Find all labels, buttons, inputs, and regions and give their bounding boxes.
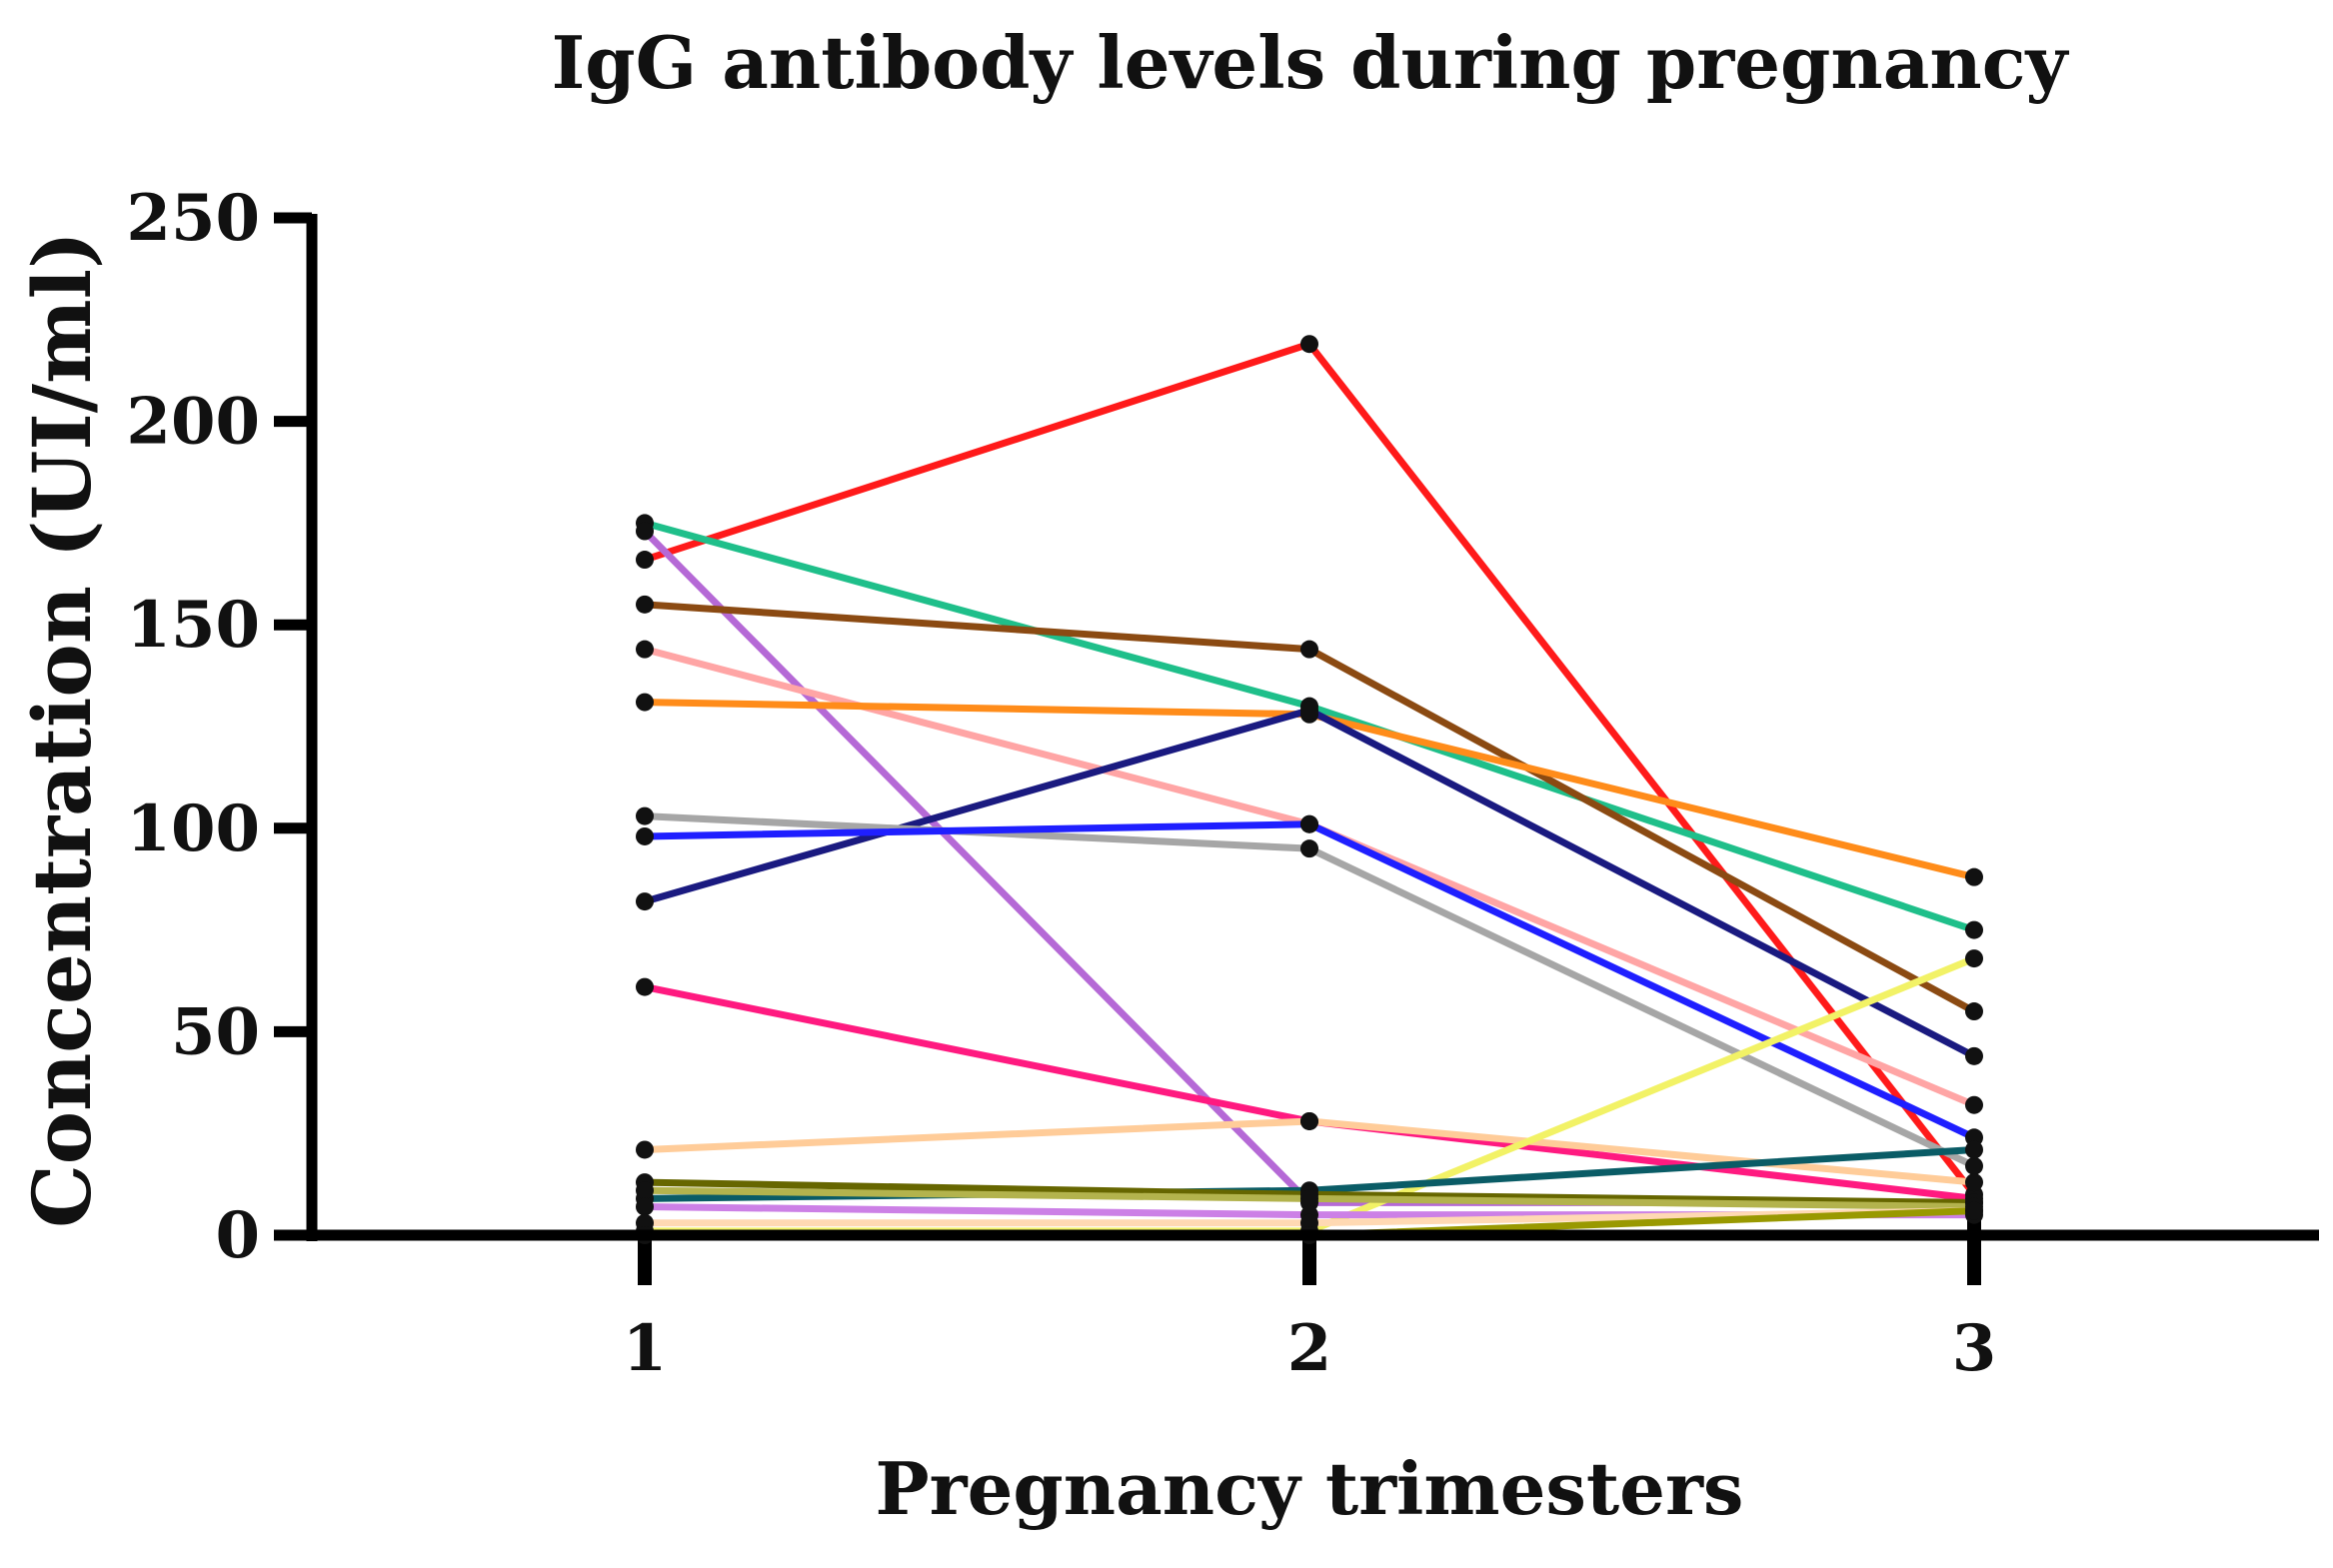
- series-line-green: [641, 519, 1978, 934]
- y-tick-label: 0: [215, 1198, 260, 1273]
- data-point-navy-3: [1965, 1046, 1983, 1065]
- data-point-gray-2: [1300, 839, 1318, 858]
- y-tick-label: 200: [126, 385, 260, 460]
- data-point-brown-1: [636, 595, 654, 614]
- y-tick-label: 100: [126, 791, 260, 866]
- data-point-lavender-1: [636, 1197, 654, 1216]
- data-point-teal-3: [1965, 1140, 1983, 1159]
- data-point-brown-3: [1965, 1002, 1983, 1021]
- series-line-navy: [641, 707, 1978, 1060]
- y-tick-label: 50: [171, 994, 260, 1069]
- series-lines: [641, 340, 1978, 1239]
- chart-title: IgG antibody levels during pregnancy: [552, 20, 2070, 105]
- data-point-gray-1: [636, 806, 654, 825]
- data-point-navy-2: [1300, 701, 1318, 720]
- data-point-orange-3: [1965, 867, 1983, 886]
- data-point-orange-1: [636, 693, 654, 712]
- data-point-olive-yellow-3: [1965, 1201, 1983, 1220]
- data-point-pink-1: [636, 640, 654, 659]
- data-point-pink-3: [1965, 1095, 1983, 1114]
- data-point-light-orange-3: [1965, 1173, 1983, 1192]
- data-point-gray-3: [1965, 1156, 1983, 1175]
- data-point-magenta-1: [636, 977, 654, 996]
- data-point-khaki-1: [636, 1181, 654, 1200]
- x-axis-label: Pregnancy trimesters: [876, 1446, 1744, 1531]
- data-point-red-1: [636, 551, 654, 570]
- series-line-blue: [641, 820, 1978, 1141]
- data-point-yellow-3: [1965, 949, 1983, 968]
- series-line-purple: [641, 528, 1978, 1206]
- data-point-purple-1: [636, 522, 654, 541]
- data-point-red-2: [1300, 335, 1318, 354]
- y-axis-ticks: 0 50 100 150 200 250: [126, 181, 312, 1273]
- series-points: [636, 335, 1983, 1244]
- data-point-blue-2: [1300, 814, 1318, 833]
- x-tick-label: 1: [623, 1311, 668, 1386]
- data-point-light-orange-2: [1300, 1111, 1318, 1130]
- data-point-brown-2: [1300, 640, 1318, 659]
- y-axis-label: Concentration (UI/ml): [15, 231, 109, 1228]
- data-point-khaki-2: [1300, 1189, 1318, 1208]
- x-axis-ticks: 1 2 3: [623, 1219, 1997, 1386]
- data-point-navy-1: [636, 892, 654, 911]
- axes: [306, 214, 2319, 1241]
- y-tick-label: 250: [126, 181, 260, 256]
- data-point-blue-1: [636, 826, 654, 845]
- data-point-green-3: [1965, 920, 1983, 939]
- data-point-light-orange-1: [636, 1140, 654, 1159]
- x-tick-label: 2: [1287, 1311, 1332, 1386]
- y-tick-label: 150: [126, 588, 260, 663]
- x-tick-label: 3: [1952, 1311, 1997, 1386]
